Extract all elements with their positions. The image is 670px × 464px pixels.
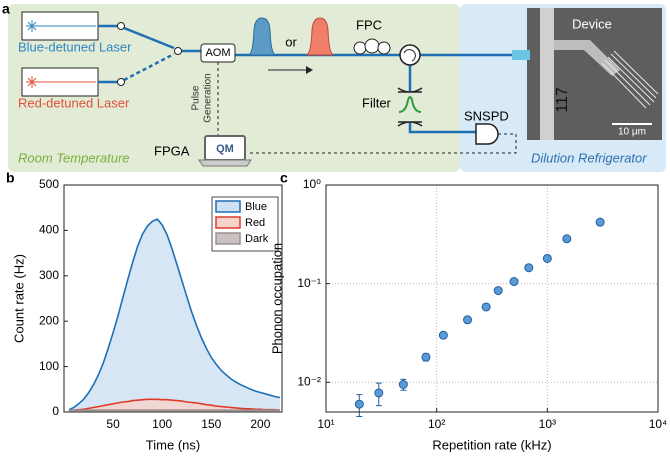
switch-node: [117, 22, 125, 30]
y-tick-label: 0: [52, 404, 59, 418]
data-point: [595, 217, 605, 227]
data-point: [463, 315, 473, 325]
aom-label: AOM: [205, 47, 230, 59]
x-tick-label: 10⁴: [649, 417, 668, 431]
x-tick-label: 10¹: [317, 417, 334, 431]
data-point: [421, 352, 431, 362]
data-point: [481, 302, 491, 312]
fpc-loops: [353, 38, 391, 55]
red-laser-label: Red-detuned Laser: [18, 95, 130, 110]
y-tick-label: 200: [39, 313, 59, 327]
arrow-head: [306, 66, 313, 74]
x-tick-label: 150: [201, 417, 221, 431]
data-point: [493, 286, 503, 296]
y-tick-label: 10⁻²: [297, 374, 321, 388]
legend-label: Dark: [245, 233, 269, 245]
room-temp-label: Room Temperature: [18, 150, 130, 165]
blue-laser-label: Blue-detuned Laser: [18, 39, 132, 54]
series-line: [68, 218, 281, 411]
circulator: [399, 44, 421, 66]
y-tick-label: 100: [39, 359, 59, 373]
filter-label: Filter: [362, 95, 392, 110]
plot-frame: [325, 184, 659, 413]
snspd-label: SNSPD: [464, 108, 509, 123]
data-point: [542, 253, 552, 263]
plot-frame: [63, 184, 283, 413]
laptop-base: [198, 159, 252, 167]
device-number: 117: [554, 87, 571, 113]
y-tick-label: 500: [39, 177, 59, 191]
legend-swatch: [215, 232, 241, 245]
x-tick-label: 10³: [539, 417, 556, 431]
series-line: [68, 398, 281, 412]
snspd-icon: [475, 123, 499, 145]
switch-node: [117, 78, 125, 86]
x-axis-label: Repetition rate (kHz): [432, 437, 551, 452]
x-axis-label: Time (ns): [146, 437, 200, 452]
y-tick-label: 400: [39, 223, 59, 237]
fiber-tip: [512, 50, 530, 60]
red-pulse: [305, 17, 335, 56]
legend-swatch: [215, 200, 241, 213]
device-label: Device: [572, 16, 612, 31]
legend-label: Blue: [245, 201, 267, 213]
data-point: [562, 234, 572, 244]
filter-peak: [398, 96, 422, 113]
panel-label: a: [2, 1, 10, 17]
switch-node: [174, 47, 182, 55]
fpga-logo: QM: [216, 143, 234, 155]
signal-lines: [217, 62, 517, 154]
data-point: [354, 399, 364, 409]
or-label: or: [285, 34, 297, 49]
y-tick-label: 10⁰: [303, 177, 321, 191]
device-grating: [601, 50, 659, 109]
fpc-label: FPC: [356, 17, 382, 32]
data-point: [509, 277, 519, 287]
y-axis-label: Count rate (Hz): [11, 254, 26, 343]
blue-star: [26, 20, 96, 32]
blue-pulse: [247, 17, 277, 56]
y-tick-label: 300: [39, 268, 59, 282]
area-fill: [68, 219, 281, 412]
pulse-label: Pulse: [191, 85, 202, 110]
data-point: [374, 388, 384, 398]
filter-mirror: [397, 121, 423, 127]
legend-label: Red: [245, 217, 265, 229]
x-tick-label: 50: [106, 417, 120, 431]
data-point: [398, 380, 408, 390]
legend-swatch: [215, 216, 241, 229]
panel-label: b: [6, 170, 15, 186]
room-temp-bg: [8, 4, 460, 172]
y-axis-label: Phonon occupation: [269, 243, 284, 354]
pulse-label: Generation: [203, 73, 214, 122]
filter-mirror: [397, 87, 423, 93]
x-tick-label: 200: [250, 417, 270, 431]
x-tick-label: 100: [152, 417, 172, 431]
fridge-label: Dilution Refrigerator: [531, 150, 647, 165]
fpga-label: FPGA: [154, 143, 190, 158]
x-tick-label: 10²: [428, 417, 445, 431]
scale-bar-label: 10 μm: [618, 127, 646, 138]
data-point: [438, 330, 448, 340]
data-point: [524, 263, 534, 273]
circulator-arrow: [403, 49, 416, 62]
y-tick-label: 10⁻¹: [297, 276, 321, 290]
red-star: [26, 76, 96, 88]
panel-label: c: [280, 170, 288, 186]
device-arm: [554, 40, 620, 76]
device-waveguide: [540, 8, 554, 140]
